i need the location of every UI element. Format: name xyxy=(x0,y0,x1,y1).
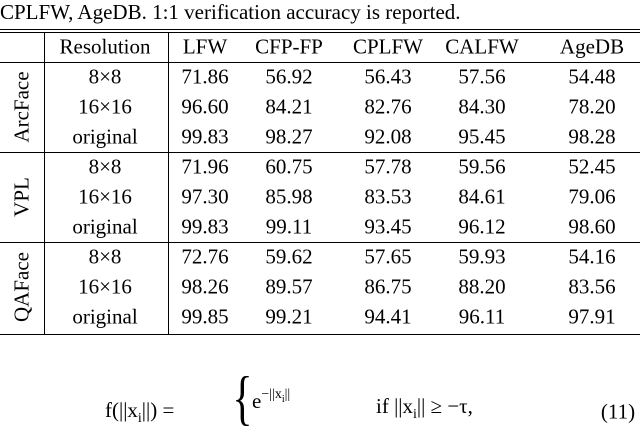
table-cell: 89.57 xyxy=(265,274,313,299)
table-cell: 84.61 xyxy=(458,184,506,209)
table-cell: 99.21 xyxy=(265,304,313,329)
equation-part: e xyxy=(252,389,262,413)
caption: CPLFW, AgeDB. 1:1 verification accuracy … xyxy=(0,0,461,24)
table-cell: 98.28 xyxy=(568,124,616,149)
header-cell: CPLFW xyxy=(352,34,424,59)
table-cell: 84.30 xyxy=(458,94,506,119)
equation-lhs: f(||xi||) = xyxy=(105,400,174,426)
group-label: QAFace xyxy=(9,252,34,322)
table-cell: 71.86 xyxy=(181,64,229,89)
table-cell: 56.92 xyxy=(265,64,313,89)
group-label: VPL xyxy=(9,177,34,217)
equation-part: i xyxy=(281,394,285,405)
header-cell: Resolution xyxy=(59,34,151,59)
table-cell: 86.75 xyxy=(364,274,412,299)
table-cell: 16×16 xyxy=(78,184,132,209)
table-cell: 72.76 xyxy=(181,244,229,269)
header-cell: CFP-FP xyxy=(255,34,323,59)
table-cell: 8×8 xyxy=(88,244,122,269)
equation-case: e−||xi|| xyxy=(252,388,290,412)
table-cell: 98.27 xyxy=(265,124,313,149)
table-cell: 84.21 xyxy=(265,94,313,119)
table-cell: original xyxy=(72,124,138,149)
table-cell: 52.45 xyxy=(568,154,616,179)
table-cell: 83.56 xyxy=(568,274,616,299)
table-cell: 97.30 xyxy=(181,184,229,209)
equation-part: ||) = xyxy=(141,398,175,422)
table-cell: 78.20 xyxy=(568,94,616,119)
group-rule xyxy=(0,242,640,243)
table-cell: 99.83 xyxy=(181,124,229,149)
table-cell: 56.43 xyxy=(364,64,412,89)
table-cell: 96.11 xyxy=(458,304,506,329)
table-cell: 94.41 xyxy=(364,304,412,329)
header-rule xyxy=(0,62,640,63)
column-rule xyxy=(44,33,45,334)
equation-condition: if ||xi|| ≥ −τ, xyxy=(376,396,473,422)
table-cell: 99.85 xyxy=(181,304,229,329)
equation-part: if ||x xyxy=(376,394,413,418)
table-cell: 59.56 xyxy=(458,154,506,179)
table-cell: 57.65 xyxy=(364,244,412,269)
table-cell: 59.93 xyxy=(458,244,506,269)
equation-part: i xyxy=(137,411,142,427)
table-cell: original xyxy=(72,214,138,239)
brace: { xyxy=(232,365,253,429)
table-cell: 96.60 xyxy=(181,94,229,119)
equation-part: f(||x xyxy=(105,398,138,422)
table-cell: 92.08 xyxy=(364,124,412,149)
equation-number: (11) xyxy=(600,399,636,424)
group-rule xyxy=(0,152,640,153)
table-cell: 99.11 xyxy=(265,214,313,239)
top-rule xyxy=(0,32,640,33)
table-cell: 59.62 xyxy=(265,244,313,269)
table-cell: 98.60 xyxy=(568,214,616,239)
table-cell: 54.16 xyxy=(568,244,616,269)
equation-part: i xyxy=(413,407,417,423)
bottom-rule xyxy=(0,334,640,335)
equation-part: || xyxy=(284,387,291,402)
table-cell: 82.76 xyxy=(364,94,412,119)
table-cell: 8×8 xyxy=(88,154,122,179)
table-cell: original xyxy=(72,304,138,329)
header-cell: CALFW xyxy=(445,34,519,59)
equation-part: || ≥ −τ, xyxy=(416,394,473,418)
table-cell: 57.56 xyxy=(458,64,506,89)
table-cell: 96.12 xyxy=(458,214,506,239)
table-cell: 54.48 xyxy=(568,64,616,89)
table-cell: 88.20 xyxy=(458,274,506,299)
table-cell: 85.98 xyxy=(265,184,313,209)
column-rule xyxy=(168,33,169,334)
table-cell: 97.91 xyxy=(568,304,616,329)
top-rule xyxy=(0,29,640,30)
table-cell: 93.45 xyxy=(364,214,412,239)
table-cell: 71.96 xyxy=(181,154,229,179)
table-cell: 79.06 xyxy=(568,184,616,209)
table-cell: 83.53 xyxy=(364,184,412,209)
table-cell: 60.75 xyxy=(265,154,313,179)
table-cell: 57.78 xyxy=(364,154,412,179)
table-cell: 98.26 xyxy=(181,274,229,299)
header-cell: AgeDB xyxy=(559,34,625,59)
table-cell: 16×16 xyxy=(78,274,132,299)
table-cell: 99.83 xyxy=(181,214,229,239)
table-cell: 16×16 xyxy=(78,94,132,119)
group-label: ArcFace xyxy=(9,71,34,143)
table-cell: 95.45 xyxy=(458,124,506,149)
table-cell: 8×8 xyxy=(88,64,122,89)
equation-part: −||x xyxy=(261,387,282,402)
header-cell: LFW xyxy=(182,34,228,59)
